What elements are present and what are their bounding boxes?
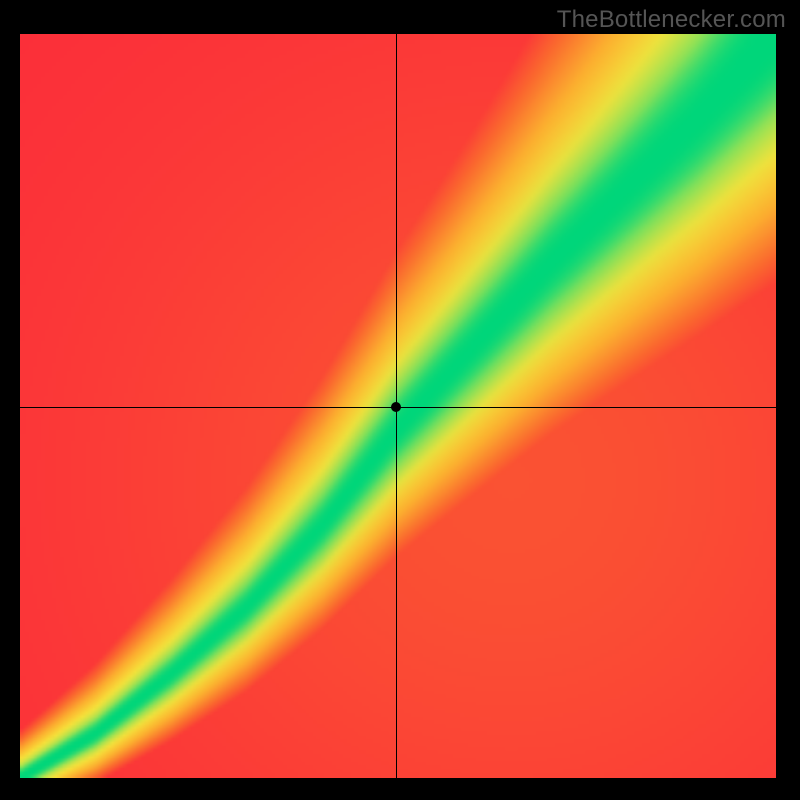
heatmap-plot (20, 34, 776, 778)
crosshair-marker (391, 402, 401, 412)
watermark-text: TheBottlenecker.com (557, 6, 786, 34)
